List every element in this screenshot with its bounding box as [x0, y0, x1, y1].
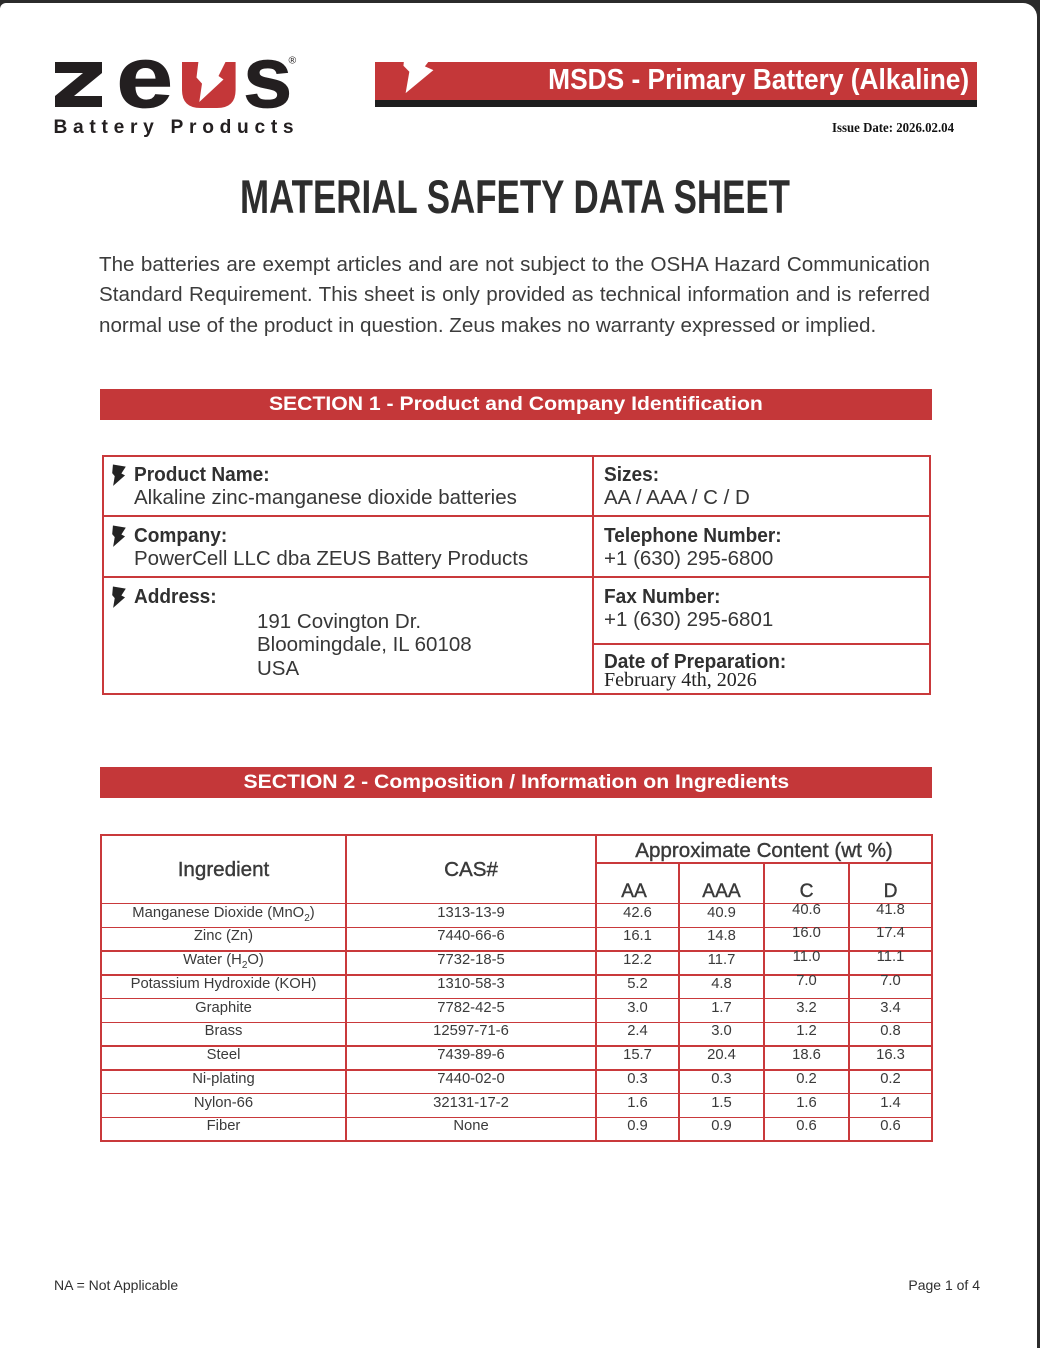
svg-text:e: e [116, 54, 173, 126]
svg-text:®: ® [289, 55, 297, 67]
svg-text:s: s [243, 54, 292, 126]
